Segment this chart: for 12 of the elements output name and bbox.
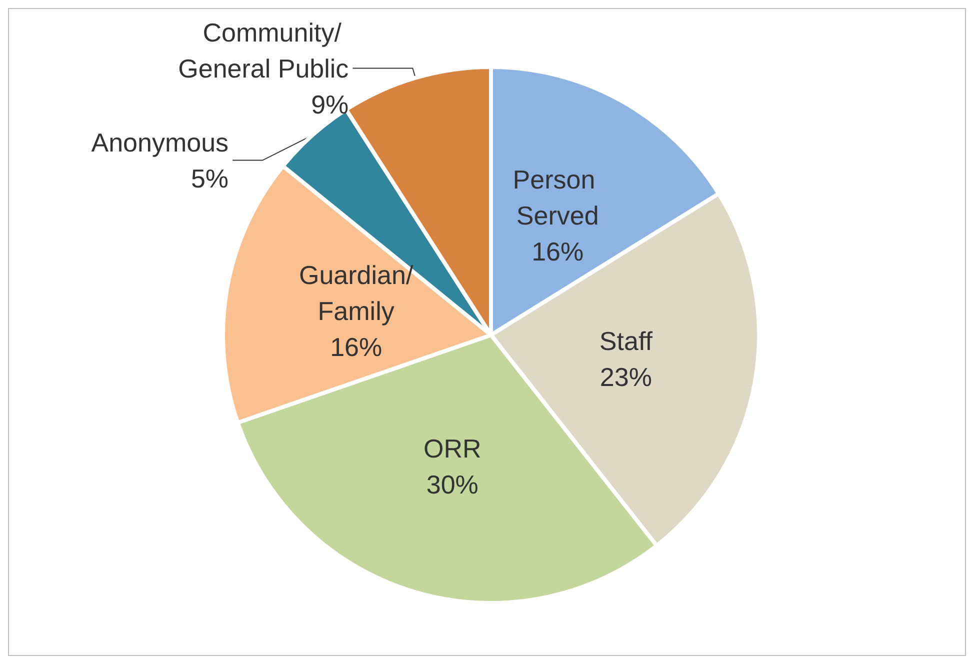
data-label: 5%	[190, 163, 229, 194]
slice-label: Staff	[599, 326, 654, 356]
data-label: 9%	[311, 89, 349, 120]
slice-label: Guardian/Family	[298, 260, 414, 326]
slice-label: ORR	[424, 433, 482, 464]
data-label: 23%	[600, 362, 652, 392]
slice-label: Anonymous	[91, 127, 229, 158]
slice-label: Community/ General Public	[178, 17, 349, 84]
data-label: 16%	[330, 332, 382, 362]
data-label: 16%	[532, 236, 584, 266]
data-label: 30%	[426, 469, 478, 500]
slice-label: Person Served	[512, 164, 602, 230]
